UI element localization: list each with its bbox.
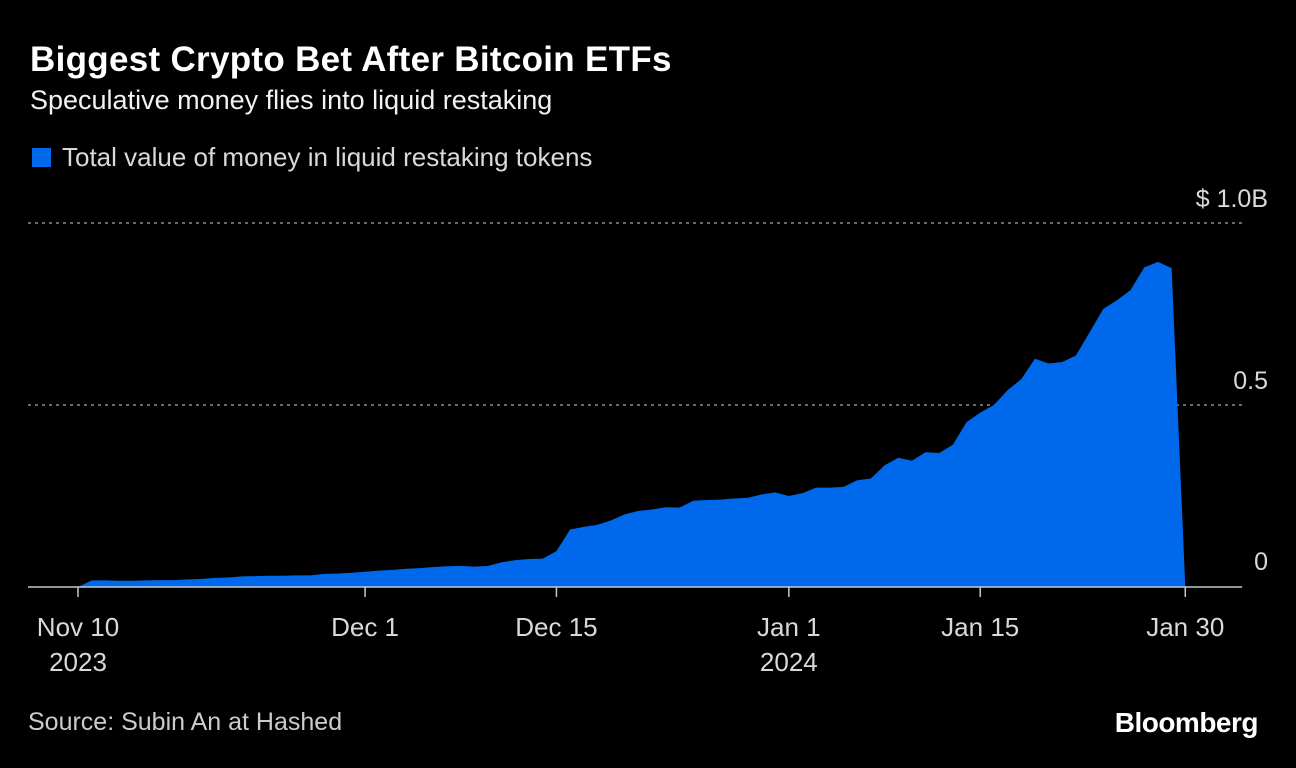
x-tick-label: Jan 1: [757, 612, 821, 642]
bloomberg-logo: Bloomberg: [1114, 707, 1259, 738]
area-series: [78, 261, 1186, 587]
y-tick-label: 0.5: [1233, 367, 1268, 395]
x-axis: [28, 586, 1242, 597]
chart-subtitle: Speculative money flies into liquid rest…: [30, 85, 553, 115]
chart-title: Biggest Crypto Bet After Bitcoin ETFs: [30, 40, 672, 79]
legend-swatch: [32, 148, 51, 167]
y-tick-label: $ 1.0B: [1196, 185, 1268, 213]
y-axis-labels: 0 0.5 $ 1.0B: [1196, 185, 1268, 576]
legend-label: Total value of money in liquid restaking…: [62, 142, 593, 172]
x-tick-sublabel: 2024: [760, 647, 818, 677]
x-tick-label: Dec 1: [331, 612, 399, 642]
y-tick-label: 0: [1254, 548, 1268, 576]
area-fill: [78, 261, 1186, 587]
x-tick-sublabel: 2023: [49, 647, 107, 677]
x-tick-label: Jan 30: [1146, 612, 1224, 642]
source-note: Source: Subin An at Hashed: [28, 708, 343, 736]
x-tick-label: Jan 15: [941, 612, 1019, 642]
x-tick-label: Dec 15: [515, 612, 597, 642]
x-axis-labels: Nov 10 2023 Dec 1 Dec 15 Jan 1 2024 Jan 15 Jan …: [37, 612, 1225, 677]
legend: Total value of money in liquid restaking…: [32, 142, 592, 173]
x-tick-label: Nov 10: [37, 612, 119, 642]
